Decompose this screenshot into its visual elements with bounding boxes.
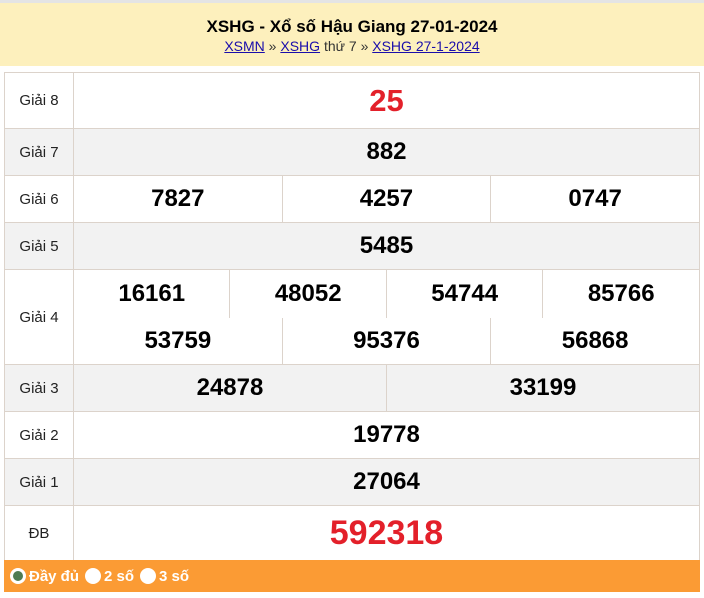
option-2-digits[interactable]: 2 số (85, 568, 134, 585)
display-options-bar: Đầy đủ 2 số 3 số (4, 560, 700, 592)
radio-selected-icon[interactable] (10, 568, 26, 584)
prize-row-g4: Giải 4 16161 48052 54744 85766 (4, 269, 700, 365)
prize-label: Giải 2 (4, 411, 74, 459)
prize-row-g7: Giải 7 882 (4, 128, 700, 176)
breadcrumb-separator: » (360, 38, 369, 54)
prize-number: 7827 (73, 175, 283, 223)
prize-number: 0747 (490, 175, 700, 223)
prize-number: 25 (73, 72, 700, 129)
option-label: 3 số (159, 567, 190, 585)
radio-icon[interactable] (85, 568, 102, 584)
prize-number: 16161 (72, 269, 231, 318)
option-label: 2 số (104, 567, 135, 585)
prize-number: 33199 (385, 364, 701, 412)
option-label: Đầy đủ (29, 567, 80, 585)
prize-row-g4-second: 53759 95376 56868 (5, 317, 700, 365)
prize-number: 24878 (73, 364, 387, 412)
prize-label: Giải 6 (4, 175, 74, 223)
prize-number: 4257 (281, 175, 492, 223)
prize-number: 53759 (73, 317, 283, 365)
prize-number: 95376 (281, 317, 492, 365)
prize-label: Giải 7 (4, 128, 74, 176)
breadcrumb-weekday: thứ 7 (323, 38, 357, 54)
breadcrumb-xsmn-link[interactable]: XSMN (224, 38, 265, 54)
breadcrumb-separator: » (268, 38, 277, 54)
prize-row-g8: Giải 8 25 (4, 72, 700, 129)
result-header: XSHG - Xổ số Hậu Giang 27-01-2024 XSMN »… (0, 3, 704, 66)
option-3-digits[interactable]: 3 số (140, 568, 189, 585)
prize-number: 592318 (73, 505, 700, 561)
top-divider (0, 0, 704, 3)
prize-row-special: ĐB 592318 (4, 505, 700, 561)
results-table: Giải 8 25 Giải 7 882 Giải 6 7827 4257 07… (4, 72, 701, 561)
prize-row-g6: Giải 6 7827 4257 0747 (4, 175, 700, 223)
prize-label: Giải 3 (4, 364, 74, 412)
prize-number: 48052 (229, 269, 387, 318)
option-full[interactable]: Đầy đủ (10, 568, 79, 585)
prize-number: 27064 (73, 458, 700, 506)
breadcrumb-date-link[interactable]: XSHG 27-1-2024 (372, 38, 480, 54)
prize-label: ĐB (4, 505, 74, 561)
prize-row-g2: Giải 2 19778 (4, 411, 700, 459)
breadcrumb: XSMN » XSHG thứ 7 » XSHG 27-1-2024 (0, 37, 704, 55)
prize-number: 882 (73, 128, 700, 176)
radio-icon[interactable] (140, 568, 157, 584)
page-title: XSHG - Xổ số Hậu Giang 27-01-2024 (206, 17, 498, 36)
prize-number: 54744 (385, 269, 544, 318)
prize-label: Giải 8 (4, 72, 74, 129)
breadcrumb-xshg-link[interactable]: XSHG (280, 38, 321, 54)
prize-number: 85766 (542, 269, 700, 318)
prize-row-g5: Giải 5 5485 (4, 222, 700, 270)
prize-number: 5485 (73, 222, 700, 270)
prize-number: 56868 (490, 317, 700, 365)
prize-label: Giải 1 (4, 458, 74, 506)
prize-label: Giải 4 (4, 269, 74, 365)
prize-row-g3: Giải 3 24878 33199 (4, 364, 701, 412)
prize-number: 19778 (73, 411, 700, 459)
prize-row-g1: Giải 1 27064 (4, 458, 700, 506)
prize-label: Giải 5 (4, 222, 74, 270)
